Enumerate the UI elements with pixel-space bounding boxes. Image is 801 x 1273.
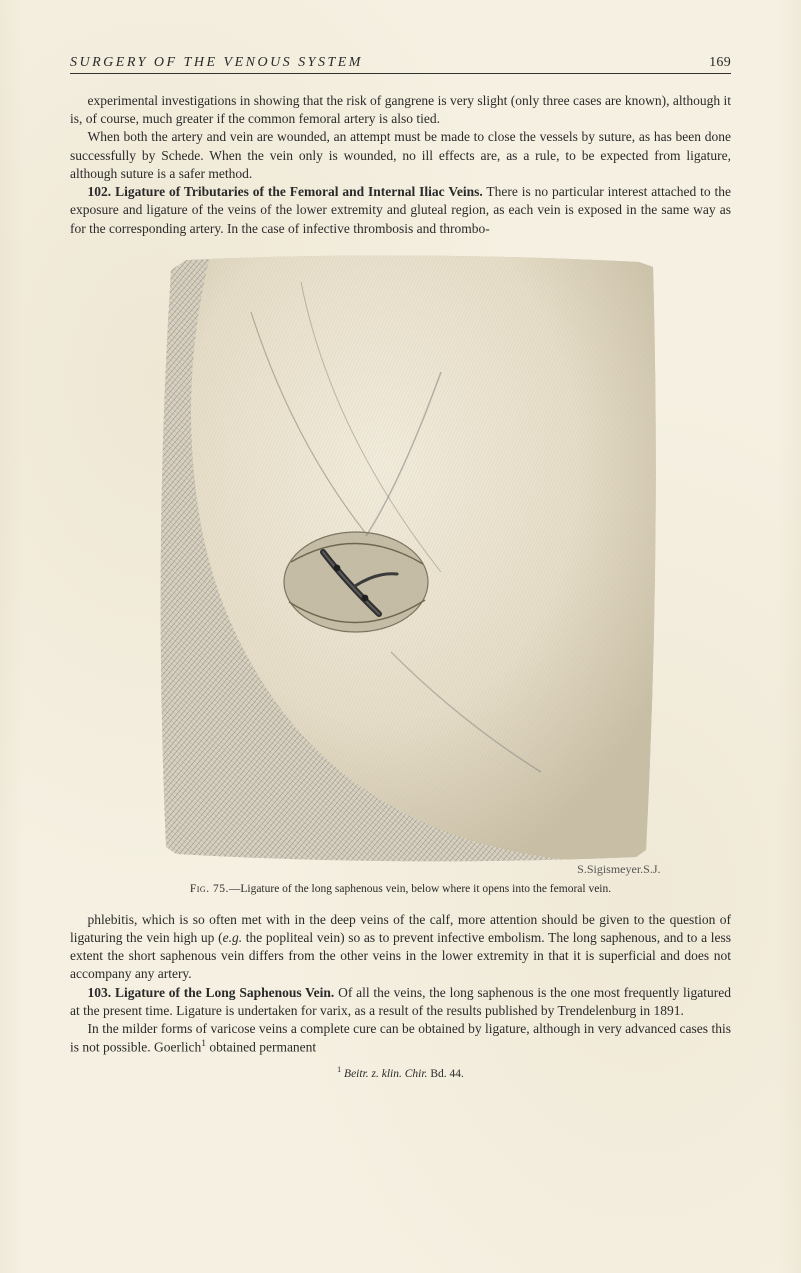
figure-caption-lead: Fig. 75. xyxy=(190,883,229,895)
text-block-lower: phlebitis, which is so often met with in… xyxy=(70,911,731,1057)
figure-caption: Fig. 75.—Ligature of the long saphenous … xyxy=(70,883,731,895)
footnote-mark: 1 xyxy=(337,1065,341,1074)
figure-75: S.Sigismeyer.S.J. Fig. 75.—Ligature of t… xyxy=(70,252,731,895)
figure-plate xyxy=(141,252,661,862)
page-number: 169 xyxy=(709,55,731,71)
paragraph-3: 102. Ligature of Tributaries of the Femo… xyxy=(70,183,731,238)
paragraph-1: experimental investigations in showing t… xyxy=(70,92,731,128)
paragraph-5: 103. Ligature of the Long Saphenous Vein… xyxy=(70,984,731,1020)
footnote-1: 1 Beitr. z. klin. Chir. Bd. 44. xyxy=(70,1065,731,1080)
figure-caption-text: —Ligature of the long saphenous vein, be… xyxy=(229,883,611,895)
section-102-heading: 102. Ligature of Tributaries of the Femo… xyxy=(88,184,483,199)
paragraph-4: phlebitis, which is so often met with in… xyxy=(70,911,731,984)
section-103-heading: 103. Ligature of the Long Saphenous Vein… xyxy=(88,985,335,1000)
text-block-upper: experimental investigations in showing t… xyxy=(70,92,731,238)
paragraph-6: In the milder forms of varicose veins a … xyxy=(70,1020,731,1057)
running-title: SURGERY OF THE VENOUS SYSTEM xyxy=(70,55,363,71)
operative-wound xyxy=(284,532,428,632)
footnote-citation: Beitr. z. klin. Chir. xyxy=(344,1068,427,1080)
engraver-signature: S.Sigismeyer.S.J. xyxy=(141,862,661,877)
footnote-tail: Bd. 44. xyxy=(427,1068,463,1080)
paragraph-2: When both the artery and vein are wounde… xyxy=(70,128,731,183)
running-head: SURGERY OF THE VENOUS SYSTEM 169 xyxy=(70,55,731,74)
